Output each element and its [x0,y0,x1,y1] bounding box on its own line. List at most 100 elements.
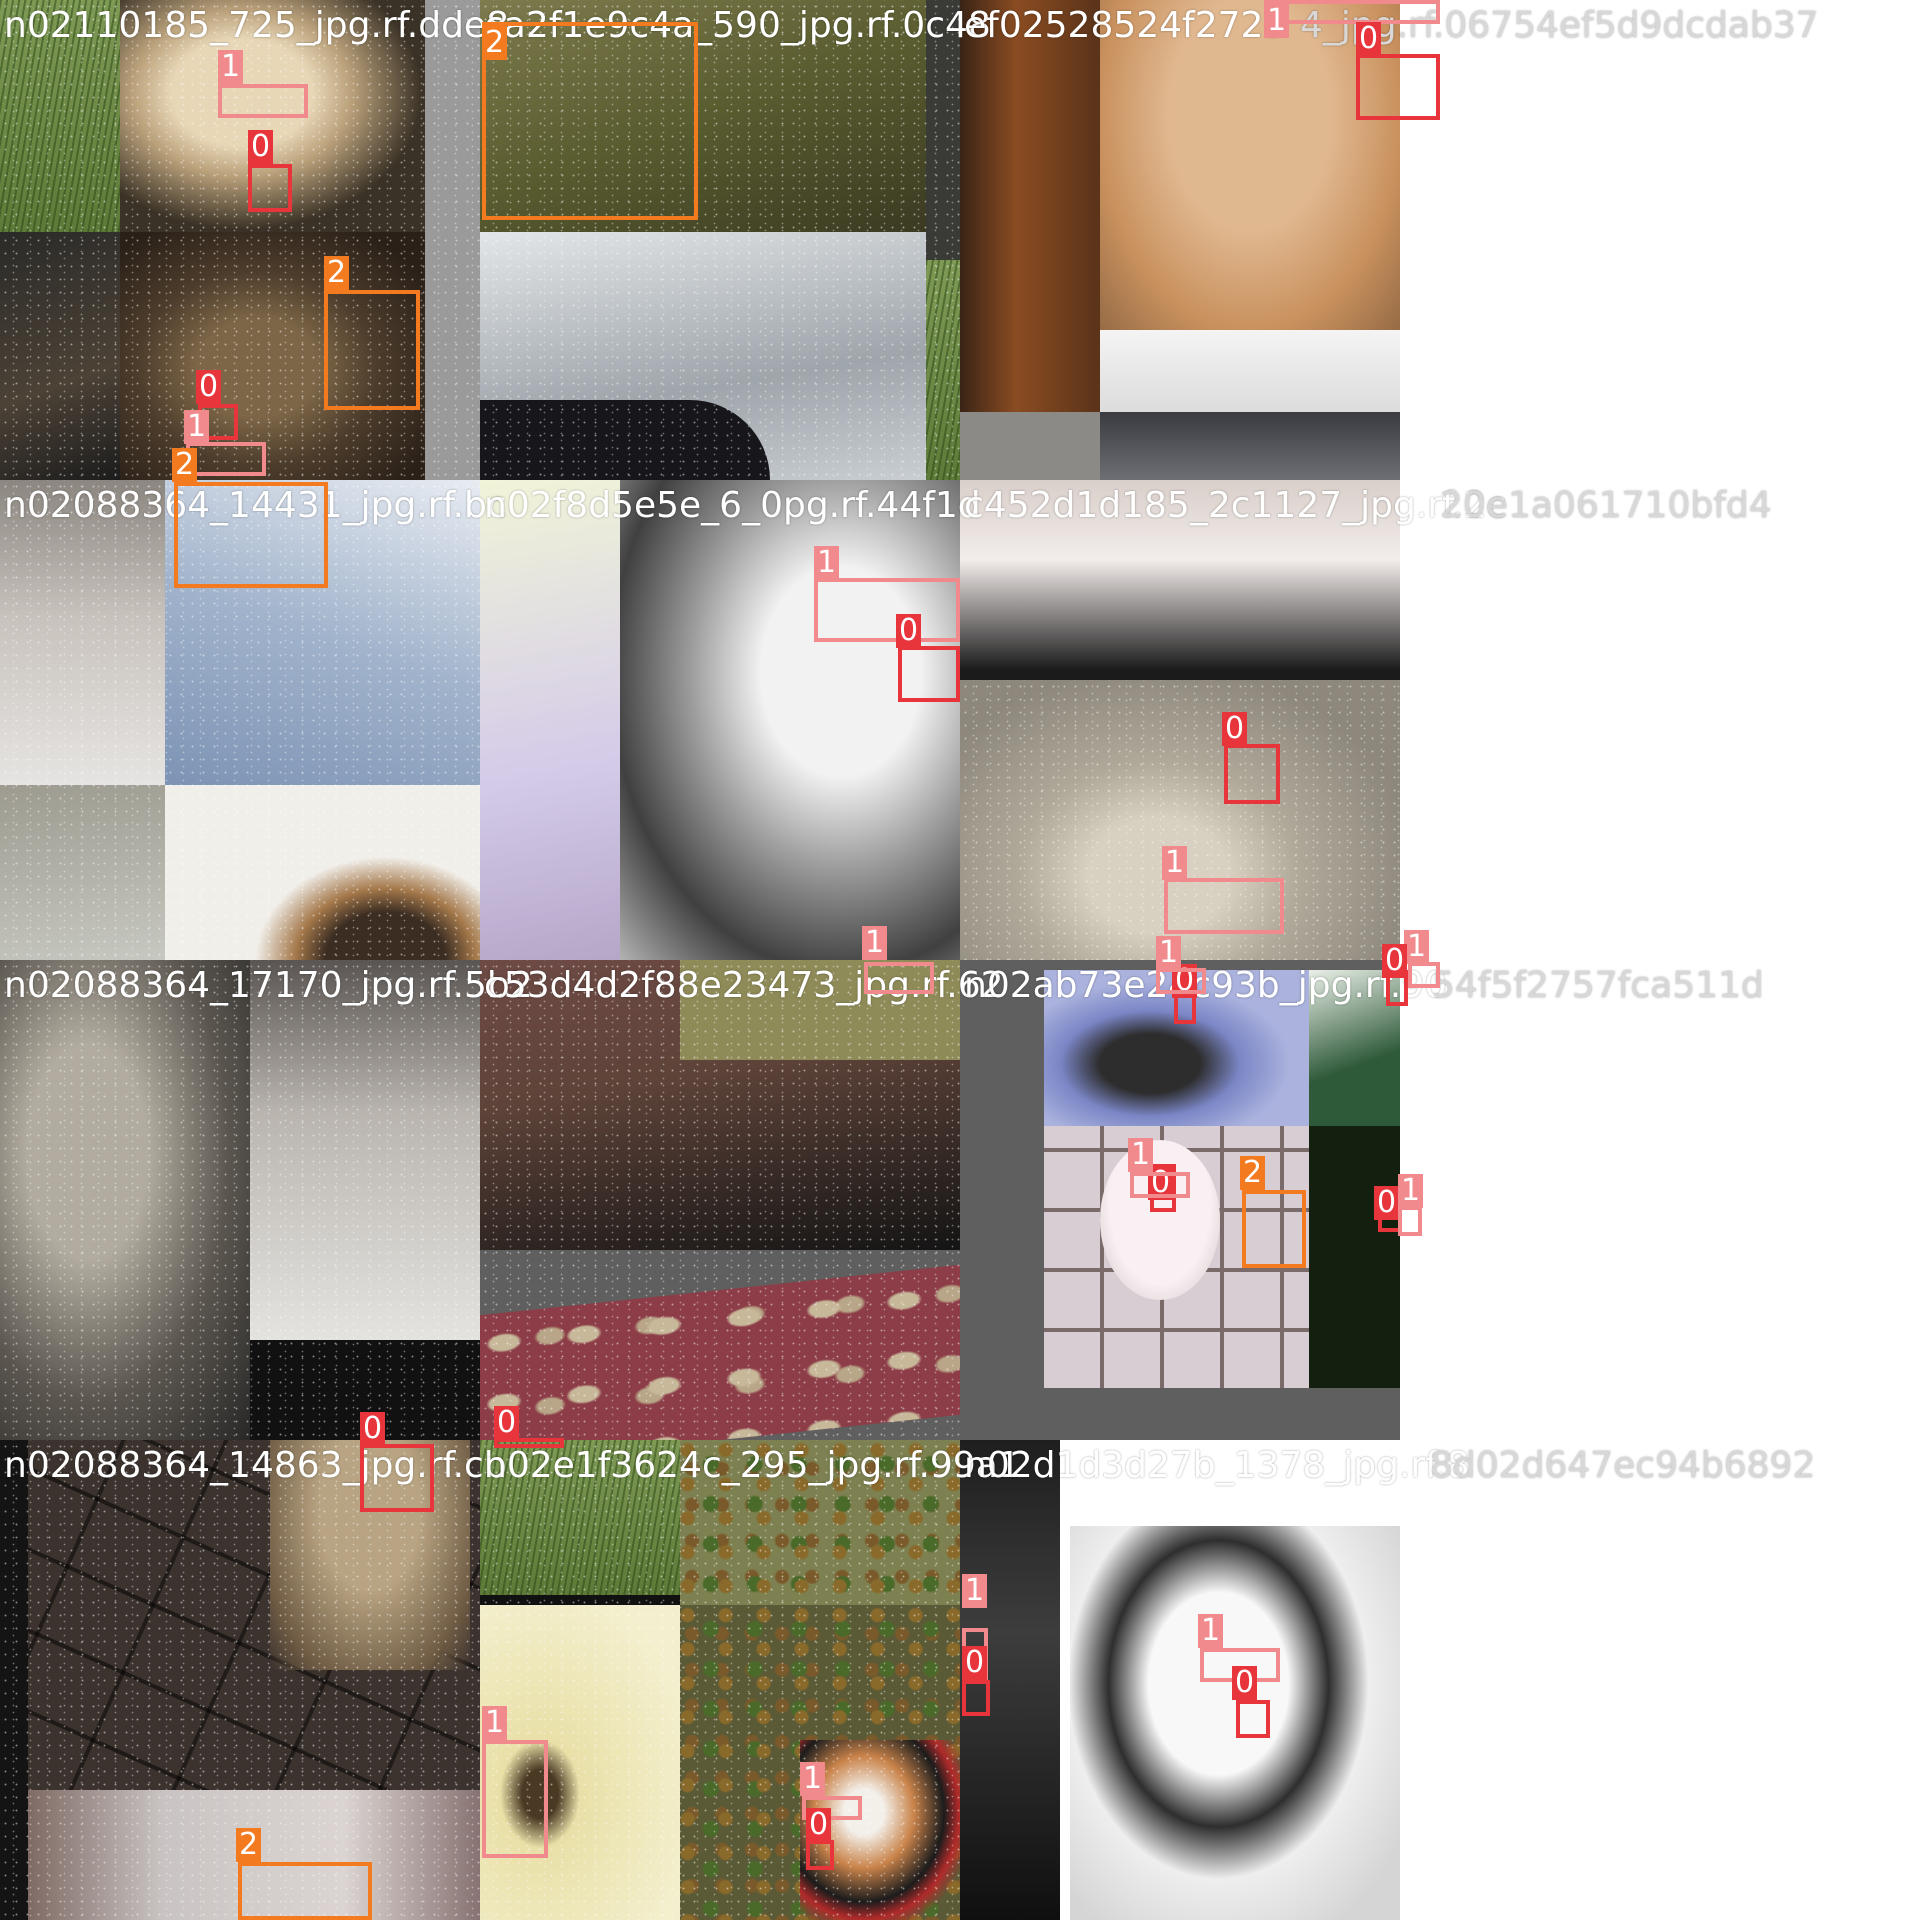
bounding-box-label: 0 [1356,22,1382,56]
bounding-box-label: 2 [482,26,508,60]
bounding-box [864,962,934,994]
bounding-box-label: 1 [482,1706,508,1740]
bounding-box [248,164,292,212]
bounding-box [482,22,698,220]
bounding-box-label: 0 [806,1808,832,1842]
photo-fragment-fur-left [0,960,250,1440]
bounding-box-label: 1 [1128,1138,1154,1172]
bounding-box [806,1840,834,1870]
bounding-box [814,578,960,642]
bounding-box-label: 0 [1232,1666,1258,1700]
photo-fragment-green-top-left [480,1440,680,1595]
bounding-box-label: 1 [800,1762,826,1796]
photo-fragment-rug [480,1264,960,1440]
tile-caption-overflow: 54f5f2757fca511d [1432,965,1764,1006]
photo-fragment-belly [960,480,1400,680]
bounding-box-label: 0 [1382,944,1408,978]
bounding-box [1236,1700,1270,1738]
photo-fragment-grass-strip [926,260,960,480]
bounding-box [186,442,266,476]
bounding-box-label: 1 [184,410,210,444]
bounding-box [1398,1206,1422,1236]
tile-padding [1400,1440,1440,1920]
tile-caption-overflow: 4_jpg.rf.06754ef5d9dcdab37 [1300,5,1819,46]
mosaic-tile [960,1440,1440,1920]
bounding-box-label: 0 [360,1412,386,1446]
tile-caption-overflow: 20e1a061710bfd4 [1440,485,1772,526]
tile-caption: n02d1d3d27b_1378_jpg.rf.8 [964,1445,1470,1486]
bounding-box-label: 1 [1264,4,1290,38]
photo-fragment-yellow-fur [480,1605,680,1920]
photo-fragment-houses [0,480,165,785]
tile-caption: n02088364_17170_jpg.rf.5b2 [4,965,533,1006]
photo-fragment-gray-bar [425,0,480,480]
tile-caption: n02110185_725_jpg.rf.dde8 [4,5,509,46]
bounding-box-label: 0 [896,614,922,648]
photo-fragment-dark-garden [1309,1126,1400,1388]
photo-fragment-house-snow [250,960,480,1340]
bounding-box [1130,1172,1190,1198]
bounding-box [962,1680,990,1716]
photo-fragment-grass [0,0,120,232]
bounding-box [494,1438,564,1448]
photo-fragment-gray-carpet [960,680,1400,960]
bounding-box-label: 1 [1198,1614,1224,1648]
photo-fragment-olive [480,0,926,232]
photo-fragment-dark-shape [480,400,770,480]
photo-fragment-pastel [480,480,620,960]
bounding-box [360,1444,434,1512]
photo-fragment-brown-fur [960,0,1100,412]
tile-caption: n02088364_14863_jpg.rf.cb [4,1445,507,1486]
tile-caption: n02f8d5e5e_6_0pg.rf.44f1d [484,485,981,526]
photo-fragment-brown-dog [120,232,425,480]
bounding-box-label: 0 [196,370,222,404]
bounding-box-label: 1 [814,546,840,580]
bounding-box-label: 0 [1222,712,1248,746]
bounding-box [1164,878,1284,934]
mosaic-tile [960,960,1440,1440]
bounding-box-label: 1 [1162,846,1188,880]
bounding-box [1156,968,1206,994]
bounding-box [1264,0,1440,24]
tile-caption: n02088364_14431_jpg.rf.bc [4,485,507,526]
bounding-box-label: 2 [236,1828,262,1862]
mosaic-tile [480,1440,960,1920]
bounding-box-label: 2 [1240,1156,1266,1190]
tile-caption: c53d4d2f88e23473_jpg.rf.62 [484,965,1004,1006]
photo-fragment-ground [0,785,165,960]
bounding-box-label: 0 [248,130,274,164]
tile-caption: ef02528524f2725 [964,5,1287,46]
photo-fragment-dark-floor [0,232,120,480]
bounding-box [218,84,308,118]
photo-fragment-pillow [680,960,960,1060]
bounding-box [238,1862,372,1920]
photo-fragment-dog-legs [270,1440,470,1670]
bounding-box [482,1740,548,1858]
bounding-box-label: 2 [172,448,198,482]
photo-fragment-golden-dog [1100,0,1400,330]
bounding-box-label: 1 [218,50,244,84]
photo-fragment-bottom-right [1100,412,1400,480]
bounding-box [324,290,420,410]
photo-fragment-white-dog [165,785,480,960]
mosaic-tile [480,480,960,960]
bounding-box [1242,1190,1306,1268]
tile-caption-overflow: 8d02d647ec94b6892 [1430,1445,1816,1486]
photo-fragment-bottom-left [960,412,1100,480]
bounding-box-label: 1 [1404,930,1430,964]
bounding-box [1224,744,1280,804]
tile-padding [1400,0,1440,480]
bounding-box [1356,54,1440,120]
bounding-box-label: 0 [1374,1186,1400,1220]
photo-fragment-leaves-top [680,1440,960,1605]
mosaic-tile [0,960,480,1440]
photo-fragment-dark-right [926,0,960,260]
photo-fragment-husky [1070,1526,1400,1920]
bounding-box-label: 1 [962,1574,988,1608]
tile-caption: c452d1d185_2c1127_jpg.rf.2c [964,485,1507,526]
bounding-box-label: 1 [1398,1174,1424,1208]
bounding-box-label: 0 [494,1406,520,1440]
bounding-box [174,482,328,588]
bounding-box [1408,962,1440,988]
